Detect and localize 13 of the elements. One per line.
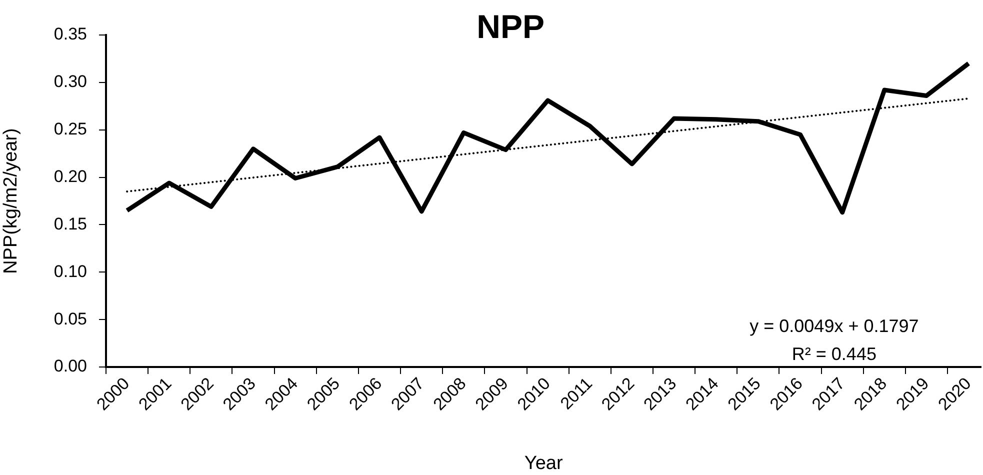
y-tick-label: 0.30 (54, 72, 87, 92)
annotation: y = 0.0049x + 0.1797 (750, 316, 919, 336)
annotation: R² = 0.445 (792, 344, 876, 364)
y-axis-title: NPP(kg/m2/year) (0, 128, 22, 274)
y-tick-label: 0.00 (54, 356, 87, 376)
x-axis-title: Year (524, 452, 564, 474)
y-tick-label: 0.05 (54, 309, 87, 328)
y-tick-label: 0.15 (54, 214, 87, 234)
chart-title: NPP (476, 8, 545, 46)
y-tick-label: 0.20 (54, 166, 87, 186)
y-tick-label: 0.35 (54, 24, 87, 44)
y-tick-label: 0.10 (54, 262, 87, 281)
y-tick-label: 0.25 (54, 120, 87, 139)
